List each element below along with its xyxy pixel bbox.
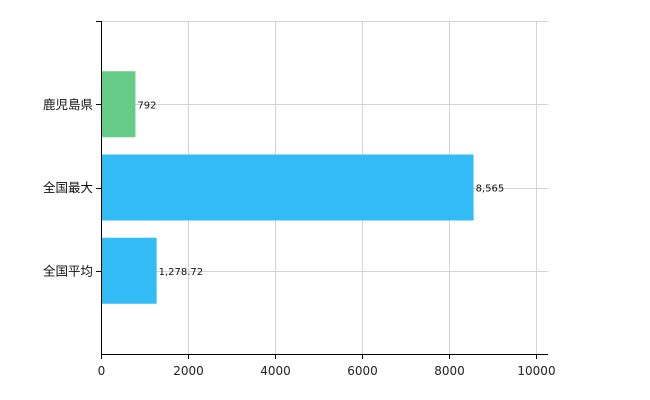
data-label: 8,565 <box>476 184 505 195</box>
category-label: 鹿児島県 <box>43 97 93 112</box>
bar-series <box>101 71 474 304</box>
category-label: 全国平均 <box>43 263 93 278</box>
bar <box>101 154 474 221</box>
x-tick-label: 10000 <box>517 364 555 378</box>
x-tick-label: 4000 <box>260 364 291 378</box>
x-tick-label: 0 <box>98 364 106 378</box>
x-tick-label: 6000 <box>347 364 378 378</box>
category-label: 全国最大 <box>43 180 93 195</box>
labels: 鹿児島県 792 全国最大 8,565 全国平均 1,278.72 0 2000 4000 600… <box>43 97 556 378</box>
x-tick-label: 8000 <box>434 364 465 378</box>
grid-lines <box>101 21 548 354</box>
x-tick-label: 2000 <box>173 364 204 378</box>
axes <box>96 21 548 359</box>
bar <box>101 237 157 304</box>
bar <box>101 71 136 138</box>
data-label: 1,278.72 <box>159 267 204 278</box>
data-label: 792 <box>137 100 156 111</box>
